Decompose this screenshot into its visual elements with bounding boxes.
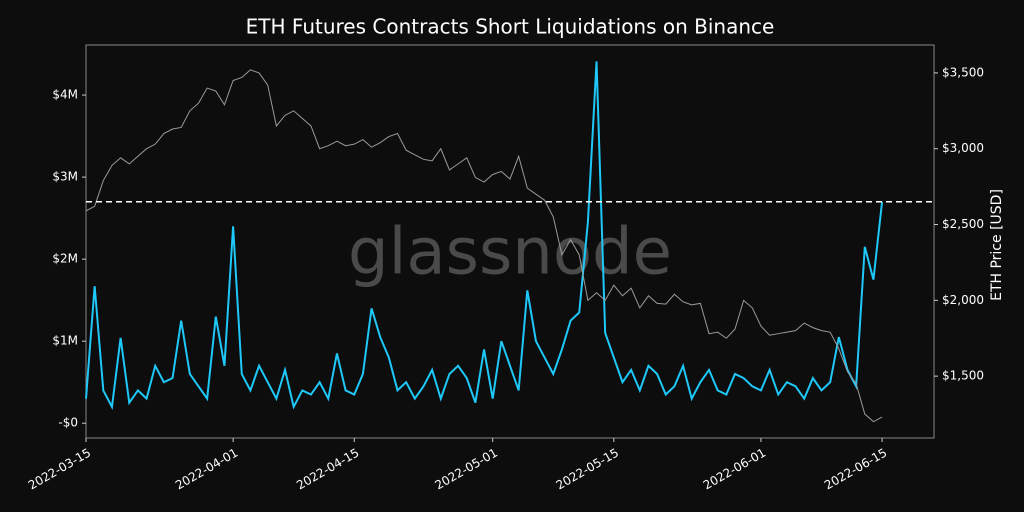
y-tick-label: -$0 xyxy=(58,416,78,430)
watermark: glassnode xyxy=(348,216,672,290)
price-line xyxy=(85,69,883,423)
y2-tick-label: $3,000 xyxy=(942,141,984,155)
y2-tick-label: $1,500 xyxy=(942,369,984,383)
y-tick-label: $1M xyxy=(52,334,78,348)
liquidation-line xyxy=(85,61,884,411)
y-tick-label: $4M xyxy=(52,88,78,102)
y2-tick-label: $2,000 xyxy=(942,293,984,307)
y-tick-label: $3M xyxy=(52,170,78,184)
chart-title: ETH Futures Contracts Short Liquidations… xyxy=(246,15,775,39)
y2-tick-label: $3,500 xyxy=(942,65,984,79)
y-tick-label: $2M xyxy=(52,252,78,266)
plot-frame xyxy=(85,44,935,439)
y2-axis-label: ETH Price [USD] xyxy=(989,189,1005,301)
y2-tick-label: $2,500 xyxy=(942,217,984,231)
